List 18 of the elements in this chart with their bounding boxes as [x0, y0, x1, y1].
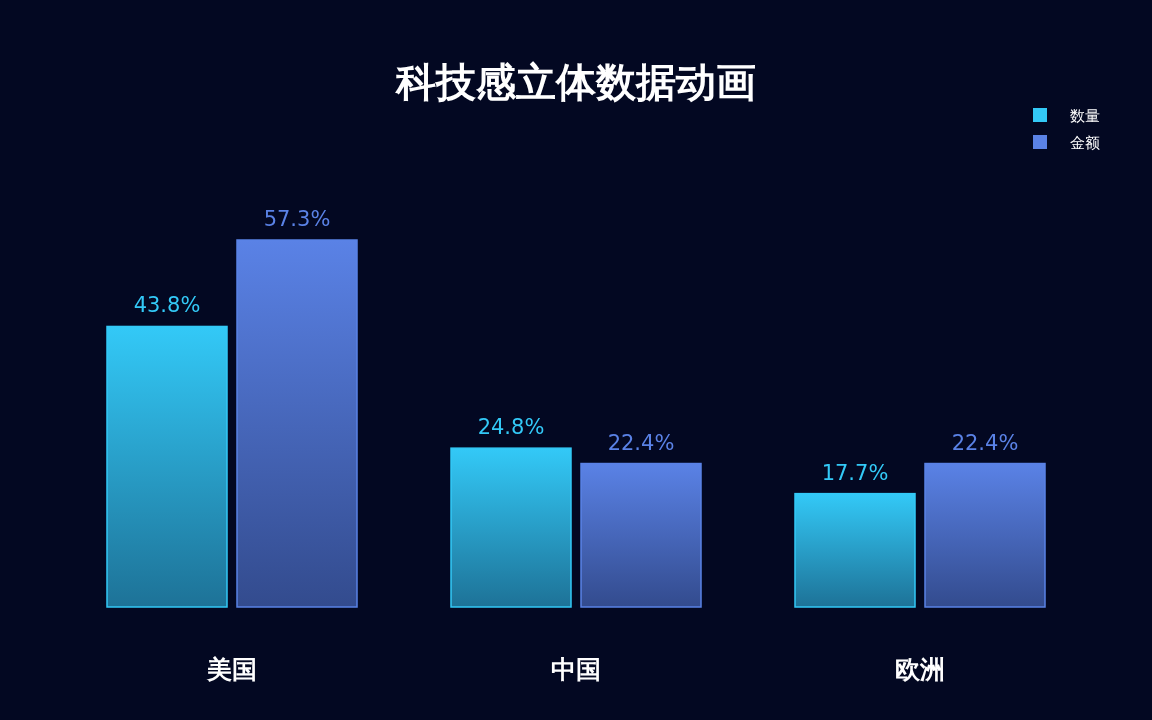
x-tick-label: 美国 [206, 655, 257, 684]
bar [924, 462, 1046, 608]
data-label: 22.4% [607, 430, 675, 455]
bar [450, 447, 572, 608]
bar [236, 239, 358, 608]
chart-title: 科技感立体数据动画 [395, 59, 756, 105]
data-label: 24.8% [477, 415, 545, 440]
data-label: 57.3% [263, 207, 331, 231]
data-label: 43.8% [133, 293, 201, 318]
x-tick-label: 欧洲 [895, 655, 945, 684]
x-tick-label: 中国 [551, 655, 601, 684]
bar [106, 325, 228, 608]
bar [580, 462, 702, 608]
legend-label: 金额 [1070, 134, 1100, 152]
data-label: 17.7% [821, 460, 889, 485]
bar [794, 492, 916, 608]
data-label: 22.4% [951, 430, 1019, 455]
legend-label: 数量 [1070, 107, 1100, 125]
